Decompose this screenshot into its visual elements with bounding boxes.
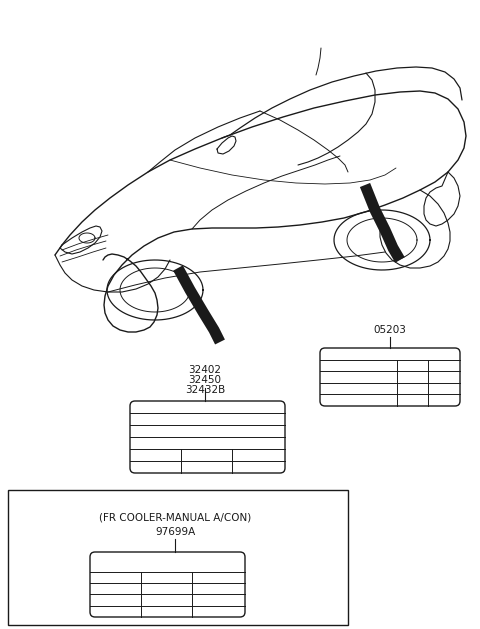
Polygon shape xyxy=(360,183,405,263)
Text: 05203: 05203 xyxy=(373,325,407,335)
Bar xyxy=(8,490,348,625)
Text: 32402: 32402 xyxy=(189,365,221,375)
Polygon shape xyxy=(173,265,225,345)
Text: 32432B: 32432B xyxy=(185,385,225,395)
Text: 32450: 32450 xyxy=(189,375,221,385)
Text: (FR COOLER-MANUAL A/CON): (FR COOLER-MANUAL A/CON) xyxy=(99,513,251,523)
Text: 97699A: 97699A xyxy=(155,527,195,537)
